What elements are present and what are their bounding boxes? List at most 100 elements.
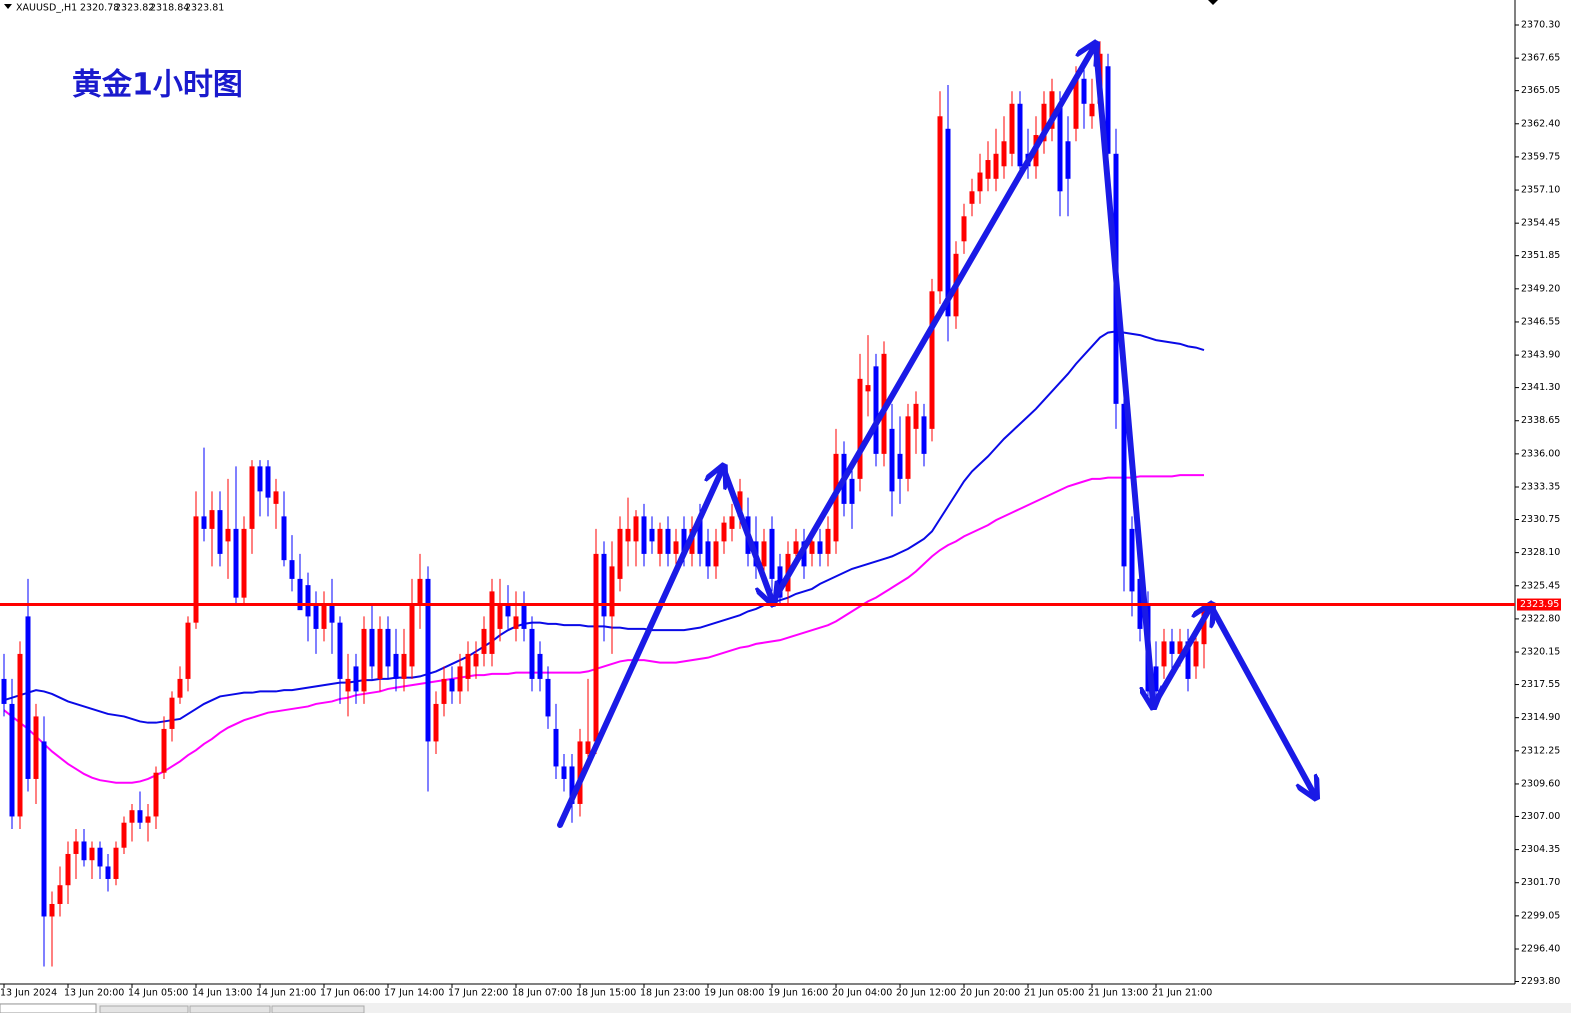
menu-icon[interactable] xyxy=(4,4,12,9)
y-tick-label: 2296.40 xyxy=(1521,943,1560,954)
header-high: 2323.82 xyxy=(115,3,154,14)
x-tick-label: 14 Jun 13:00 xyxy=(192,988,252,999)
candle-body xyxy=(569,766,575,804)
x-tick-label: 17 Jun 06:00 xyxy=(320,988,380,999)
candle-body xyxy=(33,716,39,779)
candle-body xyxy=(929,291,935,429)
candle-body xyxy=(489,591,495,654)
y-tick-label: 2349.20 xyxy=(1521,283,1560,294)
y-tick-label: 2370.30 xyxy=(1521,20,1560,31)
y-tick-label: 2354.45 xyxy=(1521,218,1560,229)
x-tick-label: 20 Jun 12:00 xyxy=(896,988,956,999)
moving-average xyxy=(3,474,1204,784)
tab[interactable] xyxy=(99,1005,189,1013)
candle-body xyxy=(577,741,583,804)
candle-body xyxy=(369,628,375,667)
candle-body xyxy=(409,603,415,667)
candle-body xyxy=(393,653,399,679)
candle-body xyxy=(297,578,303,611)
x-tick-label: 14 Jun 21:00 xyxy=(256,988,316,999)
candle-body xyxy=(345,678,351,692)
candle-body xyxy=(201,516,207,529)
tab-bar xyxy=(0,1003,1571,1013)
y-tick-label: 2336.00 xyxy=(1521,448,1560,459)
tab[interactable] xyxy=(189,1005,271,1013)
candle-body xyxy=(1105,66,1111,154)
x-tick-label: 21 Jun 13:00 xyxy=(1088,988,1148,999)
candle-body xyxy=(993,153,999,179)
header-close: 2323.81 xyxy=(185,3,224,14)
candle-body xyxy=(217,510,223,554)
candle-body xyxy=(769,528,775,579)
y-tick-label: 2333.35 xyxy=(1521,481,1560,492)
x-tick-label: 19 Jun 16:00 xyxy=(768,988,828,999)
candle-body xyxy=(521,603,527,629)
candle-body xyxy=(25,616,31,779)
candle-body xyxy=(809,541,815,554)
candle-body xyxy=(417,578,423,604)
candle-body xyxy=(105,866,111,879)
candle-body xyxy=(1161,641,1167,667)
candle-body xyxy=(337,622,343,679)
candle-body xyxy=(433,703,439,742)
candle-body xyxy=(377,628,383,679)
arrow xyxy=(1093,44,1153,703)
y-tick-label: 2362.40 xyxy=(1521,118,1560,129)
candle-body xyxy=(441,678,447,704)
candle-body xyxy=(737,491,743,517)
candle-body xyxy=(985,160,991,179)
y-tick-label: 2341.30 xyxy=(1521,382,1560,393)
candle-body xyxy=(233,528,239,598)
header-low: 2318.84 xyxy=(150,3,189,14)
candle-body xyxy=(937,116,943,292)
candle-body xyxy=(249,466,255,529)
x-tick-label: 19 Jun 08:00 xyxy=(704,988,764,999)
candle-body xyxy=(49,903,55,917)
symbol: XAUUSD_,H1 xyxy=(16,3,77,14)
candle-body xyxy=(665,528,671,554)
candle-body xyxy=(9,703,15,817)
y-tick-label: 2317.55 xyxy=(1521,679,1560,690)
candle-body xyxy=(969,191,975,204)
y-tick-label: 2346.55 xyxy=(1521,316,1560,327)
y-tick-label: 2351.85 xyxy=(1521,250,1560,261)
y-tick-label: 2309.60 xyxy=(1521,778,1560,789)
candle-body xyxy=(257,466,263,492)
candle-body xyxy=(161,728,167,773)
candle-body xyxy=(713,541,719,567)
candle-body xyxy=(609,566,615,617)
candle-body xyxy=(353,666,359,692)
candle-body xyxy=(273,491,279,504)
x-tick-label: 18 Jun 23:00 xyxy=(640,988,700,999)
candle-body xyxy=(1089,103,1095,117)
candle-body xyxy=(81,841,87,861)
candle-body xyxy=(897,453,903,479)
candle-body xyxy=(1041,103,1047,142)
candle-body xyxy=(89,847,95,861)
candle-body xyxy=(265,466,271,498)
candle-body xyxy=(145,816,151,823)
candle-body xyxy=(1,678,7,704)
candle-body xyxy=(97,847,103,867)
candle-body xyxy=(1065,141,1071,179)
tab[interactable] xyxy=(271,1005,365,1013)
candle-body xyxy=(1153,666,1159,692)
y-tick-label: 2320.15 xyxy=(1521,647,1560,658)
candle-body xyxy=(593,553,599,742)
candle-body xyxy=(625,528,631,542)
arrow xyxy=(1209,605,1314,794)
chart-title: 黄金1小时图 xyxy=(72,68,243,103)
candle-body xyxy=(585,741,591,754)
candle-body xyxy=(1081,78,1087,104)
y-tick-label: 2304.35 xyxy=(1521,844,1560,855)
tab[interactable] xyxy=(0,1003,97,1013)
candle-body xyxy=(561,766,567,779)
candle-body xyxy=(1193,641,1199,667)
x-tick-label: 13 Jun 20:00 xyxy=(64,988,124,999)
candle-body xyxy=(697,516,703,554)
candle-body xyxy=(1169,641,1175,654)
arrow xyxy=(557,470,722,828)
shift-marker xyxy=(1208,0,1218,5)
